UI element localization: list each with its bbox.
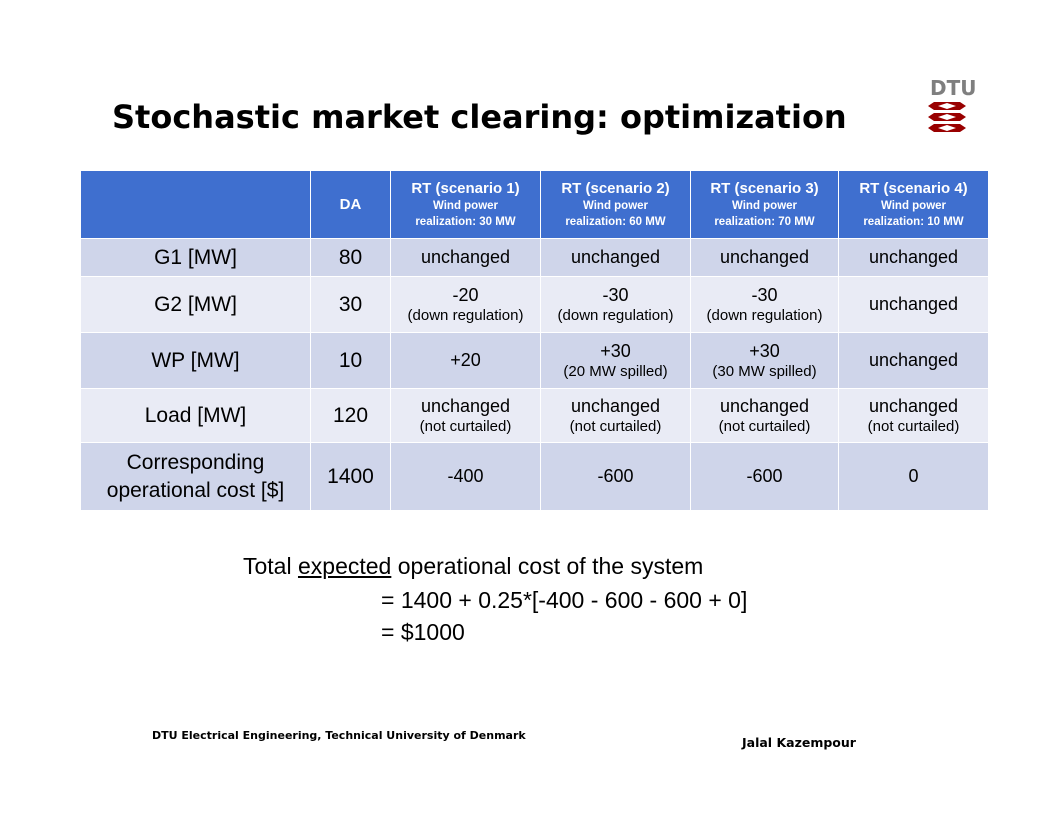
table-cell: unchanged — [838, 276, 989, 333]
table-cell: unchanged (not curtailed) — [390, 388, 541, 443]
header-sub: Wind power — [731, 199, 798, 212]
cell-main: -600 — [597, 466, 634, 486]
header-sub: realization: 60 MW — [565, 215, 666, 228]
cell-main: +30 — [749, 340, 780, 361]
cell-main: unchanged — [868, 350, 959, 370]
da-value: 30 — [310, 276, 391, 333]
header-scenario-2: RT (scenario 2) Wind power realization: … — [540, 170, 691, 239]
table-cell: -20 (down regulation) — [390, 276, 541, 333]
header-sub: realization: 30 MW — [415, 215, 516, 228]
slide-title: Stochastic market clearing: optimization — [112, 98, 847, 136]
cell-main: -30 — [602, 284, 629, 305]
table-cell: unchanged — [540, 238, 691, 277]
da-value: 1400 — [310, 442, 391, 511]
table-cell: +20 — [390, 332, 541, 389]
row-label: Corresponding operational cost [$] — [80, 442, 311, 511]
formula-text: operational cost of the system — [391, 553, 704, 579]
header-main: RT (scenario 1) — [411, 179, 520, 197]
table-row-g1: G1 [MW] 80 unchanged unchanged unchanged… — [80, 238, 989, 277]
formula-line-2: = 1400 + 0.25*[-400 - 600 - 600 + 0] — [381, 587, 748, 613]
table-cell: unchanged (not curtailed) — [540, 388, 691, 443]
header-da: DA — [310, 170, 391, 239]
table-cell: unchanged (not curtailed) — [690, 388, 839, 443]
table-cell: -30 (down regulation) — [540, 276, 691, 333]
formula-line-3: = $1000 — [381, 619, 465, 645]
table-cell: unchanged — [690, 238, 839, 277]
cell-main: unchanged — [420, 395, 511, 416]
footer-author: Jalal Kazempour — [742, 735, 856, 750]
table-cell: -30 (down regulation) — [690, 276, 839, 333]
da-value: 80 — [310, 238, 391, 277]
cell-main: -400 — [447, 466, 484, 486]
cell-sub: (not curtailed) — [718, 417, 811, 435]
cell-main: -600 — [746, 466, 783, 486]
table-row-wp: WP [MW] 10 +20 +30 (20 MW spilled) +30 (… — [80, 332, 989, 389]
cell-main: +30 — [600, 340, 631, 361]
cell-main: unchanged — [570, 395, 661, 416]
cell-main: unchanged — [719, 247, 810, 267]
da-value: 10 — [310, 332, 391, 389]
header-scenario-1: RT (scenario 1) Wind power realization: … — [390, 170, 541, 239]
dtu-logo-mark-icon — [928, 102, 966, 132]
table-cell: 0 — [838, 442, 989, 511]
row-label: G2 [MW] — [80, 276, 311, 333]
header-sub: Wind power — [432, 199, 499, 212]
table-cell: +30 (30 MW spilled) — [690, 332, 839, 389]
cell-main: -20 — [452, 284, 479, 305]
row-label-line: operational cost [$] — [106, 478, 285, 502]
footer-affiliation: DTU Electrical Engineering, Technical Un… — [152, 729, 526, 742]
header-main: RT (scenario 3) — [710, 179, 819, 197]
cell-sub: (down regulation) — [407, 306, 524, 324]
clearing-table: DA RT (scenario 1) Wind power realizatio… — [80, 170, 989, 511]
cell-main: +20 — [450, 350, 481, 370]
cell-main: unchanged — [420, 247, 511, 267]
table-cell: unchanged — [390, 238, 541, 277]
row-label: G1 [MW] — [80, 238, 311, 277]
formula-line-1: Total expected operational cost of the s… — [243, 553, 703, 580]
table-cell: unchanged — [838, 238, 989, 277]
cell-main: -30 — [751, 284, 778, 305]
header-sub: realization: 10 MW — [863, 215, 964, 228]
table-cell: -600 — [540, 442, 691, 511]
table-cell: -400 — [390, 442, 541, 511]
header-scenario-3: RT (scenario 3) Wind power realization: … — [690, 170, 839, 239]
header-da-label: DA — [339, 195, 362, 213]
cell-sub: (30 MW spilled) — [712, 362, 817, 380]
cell-sub: (not curtailed) — [419, 417, 512, 435]
header-sub: Wind power — [880, 199, 947, 212]
table-header-row: DA RT (scenario 1) Wind power realizatio… — [80, 170, 989, 239]
cell-sub: (not curtailed) — [569, 417, 662, 435]
header-sub: Wind power — [582, 199, 649, 212]
row-label: WP [MW] — [80, 332, 311, 389]
table-cell: unchanged — [838, 332, 989, 389]
cell-main: unchanged — [570, 247, 661, 267]
table-row-g2: G2 [MW] 30 -20 (down regulation) -30 (do… — [80, 276, 989, 333]
cell-main: unchanged — [868, 294, 959, 314]
row-label: Load [MW] — [80, 388, 311, 443]
table-row-load: Load [MW] 120 unchanged (not curtailed) … — [80, 388, 989, 443]
cell-sub: (not curtailed) — [867, 417, 960, 435]
formula-text: Total — [243, 553, 298, 579]
cell-main: 0 — [908, 466, 919, 486]
cell-main: unchanged — [719, 395, 810, 416]
header-empty — [80, 170, 311, 239]
row-label-line: Corresponding — [126, 450, 265, 474]
table-cell: +30 (20 MW spilled) — [540, 332, 691, 389]
header-sub: realization: 70 MW — [714, 215, 815, 228]
header-scenario-4: RT (scenario 4) Wind power realization: … — [838, 170, 989, 239]
table-row-cost: Corresponding operational cost [$] 1400 … — [80, 442, 989, 511]
cell-main: unchanged — [868, 247, 959, 267]
header-main: RT (scenario 4) — [859, 179, 968, 197]
table-cell: unchanged (not curtailed) — [838, 388, 989, 443]
cell-sub: (down regulation) — [557, 306, 674, 324]
formula-emphasis: expected — [297, 553, 392, 579]
header-main: RT (scenario 2) — [561, 179, 670, 197]
da-value: 120 — [310, 388, 391, 443]
cell-main: unchanged — [868, 395, 959, 416]
cell-sub: (down regulation) — [706, 306, 823, 324]
dtu-logo: DTU — [926, 76, 976, 134]
table-cell: -600 — [690, 442, 839, 511]
cell-sub: (20 MW spilled) — [563, 362, 668, 380]
dtu-logo-text: DTU — [930, 76, 977, 100]
